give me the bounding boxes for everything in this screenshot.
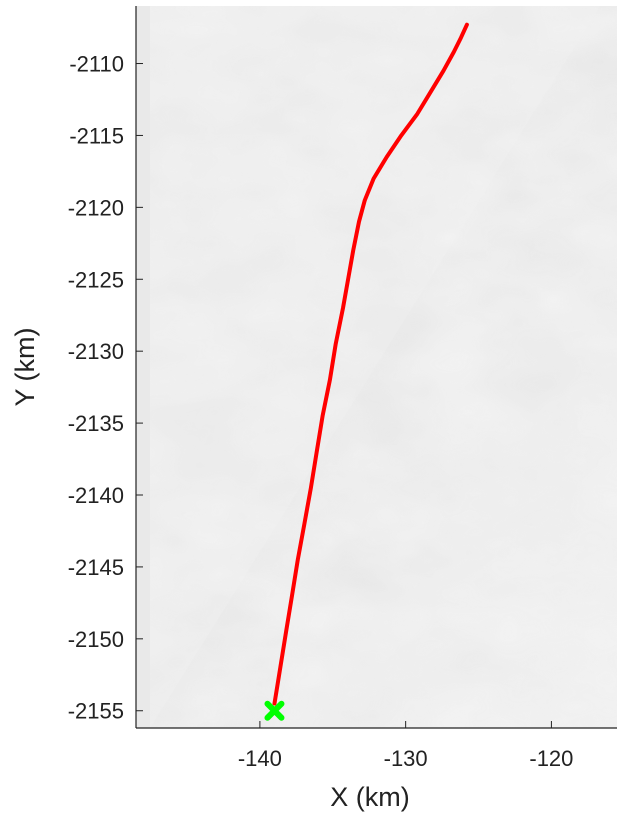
y-axis-label: Y (km) — [10, 328, 40, 407]
x-tick-label: -130 — [384, 746, 428, 771]
y-tick-label: -2145 — [68, 555, 124, 580]
y-tick-label: -2120 — [68, 195, 124, 220]
start-marker — [264, 700, 285, 721]
x-axis-label: X (km) — [330, 782, 409, 812]
x-tick-label: -140 — [238, 746, 282, 771]
y-tick-label: -2155 — [68, 699, 124, 724]
y-tick-label: -2125 — [68, 267, 124, 292]
y-tick-label: -2150 — [68, 627, 124, 652]
terrain-background — [136, 6, 617, 728]
y-tick-label: -2140 — [68, 483, 124, 508]
series-layer — [272, 22, 469, 706]
y-tick-label: -2110 — [69, 52, 124, 77]
axis-ticks: -140 -130 -120 -2110 -2115 -2120 -2125 -2130 -21… — [68, 52, 574, 771]
x-tick-label: -120 — [529, 746, 573, 771]
y-tick-label: -2135 — [68, 411, 124, 436]
y-tick-label: -2115 — [69, 123, 124, 148]
y-tick-label: -2130 — [68, 339, 124, 364]
series-line — [272, 22, 469, 706]
marker-layer — [264, 700, 285, 721]
